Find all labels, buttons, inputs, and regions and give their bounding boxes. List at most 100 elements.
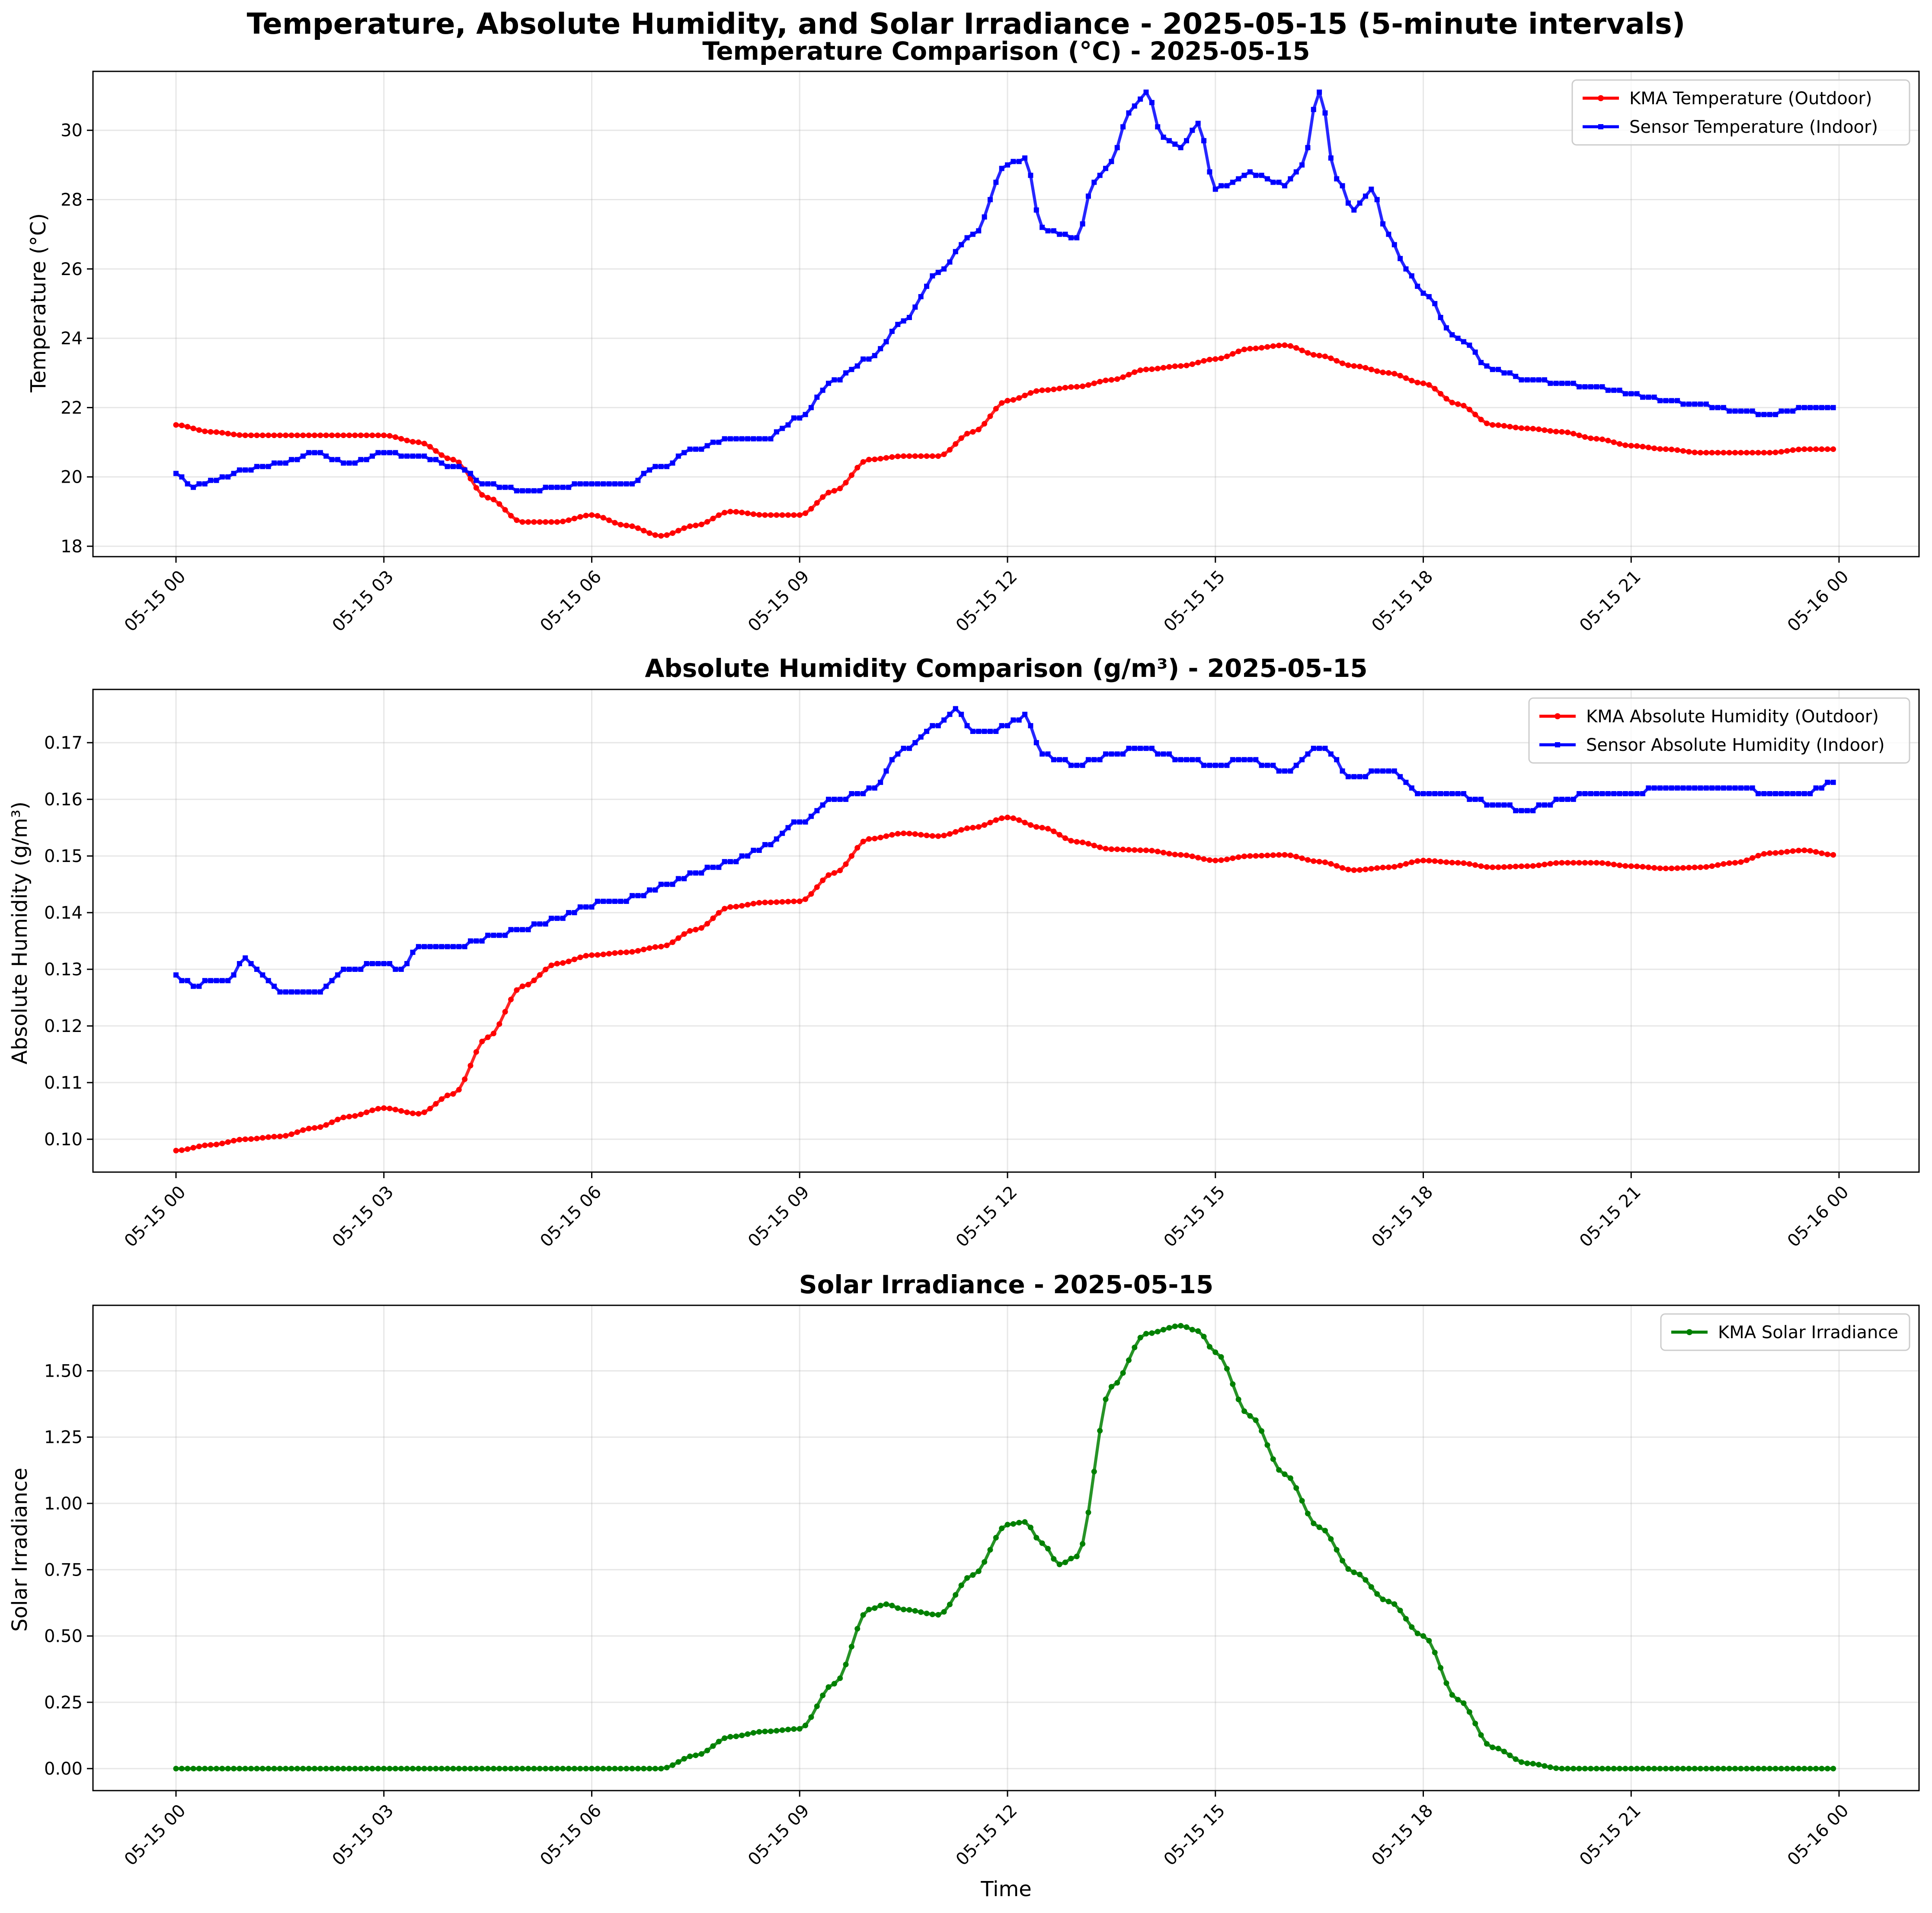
temperature-data-point: [872, 353, 877, 359]
temperature-data-point: [213, 429, 219, 435]
solar-data-point: [877, 1602, 883, 1609]
temperature-data-point: [393, 450, 398, 455]
solar-data-point: [1490, 1744, 1496, 1750]
solar-data-point: [1542, 1763, 1548, 1769]
temperature-data-point: [1692, 401, 1698, 407]
humidity-data-point: [635, 893, 641, 898]
temperature-data-point: [427, 444, 433, 450]
humidity-data-point: [675, 876, 681, 881]
temperature-data-point: [1743, 450, 1750, 456]
temperature-data-point: [860, 356, 866, 362]
humidity-data-point: [1582, 860, 1588, 866]
humidity-data-point: [1322, 859, 1328, 865]
temperature-data-point: [727, 509, 733, 515]
solar-data-point: [571, 1766, 577, 1772]
humidity-data-point: [959, 711, 964, 717]
solar-data-point: [929, 1612, 935, 1618]
humidity-data-point: [727, 904, 733, 910]
humidity-data-point: [1565, 797, 1571, 802]
solar-data-point: [1039, 1540, 1045, 1546]
temperature-data-point: [739, 436, 745, 442]
humidity-data-point: [248, 961, 254, 966]
humidity-data-point: [710, 865, 716, 870]
temperature-data-point: [999, 166, 1004, 171]
temperature-data-point: [1646, 394, 1651, 400]
solar-data-point: [1149, 1330, 1155, 1336]
temperature-data-point: [317, 433, 323, 438]
solar-data-point: [1524, 1760, 1530, 1766]
temperature-data-point: [803, 412, 808, 417]
temperature-data-point: [387, 433, 393, 439]
humidity-data-point: [1593, 860, 1599, 866]
humidity-data-point: [906, 830, 912, 836]
humidity-legend-label-1: KMA Absolute Humidity (Outdoor): [1586, 707, 1879, 727]
temperature-data-point: [191, 484, 196, 490]
humidity-data-point: [1813, 785, 1819, 791]
solar-data-point: [941, 1609, 947, 1615]
humidity-data-point: [1761, 851, 1767, 857]
temperature-data-point: [202, 428, 208, 434]
temperature-data-point: [1501, 423, 1507, 429]
temperature-data-point: [704, 519, 710, 525]
temperature-data-point: [306, 450, 312, 455]
humidity-data-point: [479, 938, 485, 944]
humidity-data-point: [566, 910, 572, 916]
temperature-data-point: [1374, 368, 1380, 374]
solar-data-point: [1750, 1766, 1756, 1772]
humidity-data-point: [1276, 768, 1282, 774]
humidity-data-point: [508, 997, 514, 1003]
temperature-data-point: [1207, 169, 1212, 175]
humidity-data-point: [854, 791, 860, 797]
temperature-data-point: [312, 433, 317, 438]
humidity-data-point: [1282, 768, 1287, 774]
solar-data-point: [1316, 1524, 1322, 1530]
temperature-data-point: [1004, 397, 1011, 404]
temperature-data-point: [1698, 450, 1703, 456]
humidity-data-point: [1051, 757, 1056, 763]
solar-data-point: [352, 1766, 358, 1772]
humidity-data-point: [1484, 864, 1490, 870]
solar-data-point: [1593, 1766, 1599, 1772]
solar-data-point: [958, 1582, 964, 1588]
solar-data-point: [964, 1575, 970, 1581]
humidity-data-point: [1201, 856, 1207, 862]
solar-data-point: [837, 1675, 843, 1681]
temperature-data-point: [1519, 425, 1525, 431]
temperature-data-point: [670, 460, 675, 466]
temperature-data-point: [283, 460, 288, 466]
solar-data-point: [225, 1766, 231, 1772]
temperature-data-point: [1726, 450, 1732, 456]
solar-x-tick-label: 05-15 21: [1576, 1801, 1645, 1870]
humidity-data-point: [953, 706, 958, 711]
solar-data-point: [1830, 1766, 1836, 1772]
solar-data-point: [208, 1766, 214, 1772]
humidity-data-point: [1062, 835, 1068, 841]
solar-data-point: [1605, 1766, 1611, 1772]
humidity-data-point: [860, 791, 866, 797]
temperature-data-point: [1005, 162, 1010, 168]
humidity-data-point: [1103, 846, 1109, 852]
temperature-data-point: [1553, 429, 1559, 435]
solar-data-point: [1114, 1380, 1120, 1386]
humidity-data-point: [1080, 840, 1086, 846]
temperature-data-point: [675, 528, 681, 534]
temperature-data-point: [566, 484, 572, 490]
humidity-data-point: [1374, 768, 1380, 774]
temperature-data-point: [1680, 448, 1686, 454]
humidity-data-point: [1056, 832, 1062, 838]
solar-data-point: [1669, 1766, 1675, 1772]
solar-data-point: [687, 1753, 693, 1759]
temperature-data-point: [1750, 450, 1756, 456]
temperature-data-point: [1172, 141, 1178, 147]
temperature-data-point: [323, 433, 329, 438]
solar-data-point: [1721, 1766, 1727, 1772]
temperature-x-tick-label: 05-15 06: [536, 567, 605, 636]
solar-data-point: [1617, 1766, 1623, 1772]
solar-data-point: [1224, 1366, 1230, 1372]
humidity-data-point: [1490, 864, 1496, 870]
temperature-data-point: [1496, 367, 1501, 372]
temperature-data-point: [329, 457, 335, 462]
solar-data-point: [1155, 1329, 1161, 1335]
solar-x-tick-label: 05-15 12: [952, 1801, 1021, 1870]
temperature-data-point: [866, 356, 872, 362]
